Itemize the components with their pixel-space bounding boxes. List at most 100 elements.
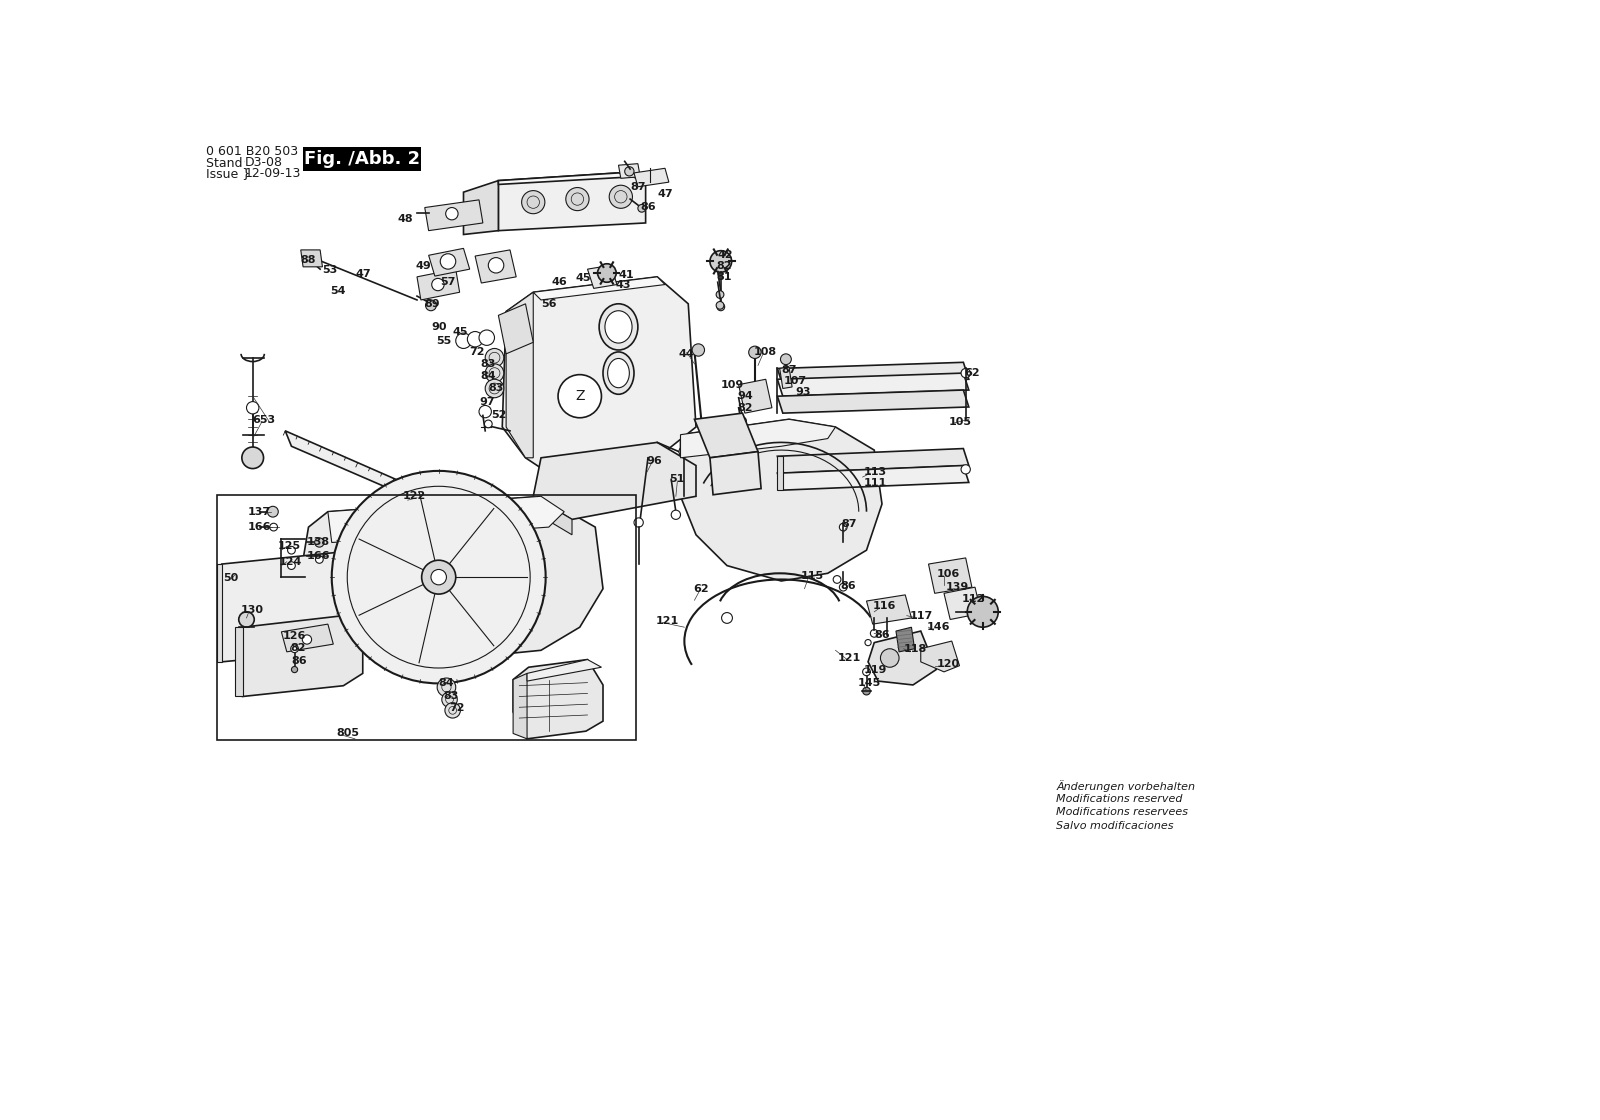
Text: D3-08: D3-08 — [245, 156, 283, 169]
Text: 116: 116 — [872, 601, 896, 612]
Circle shape — [302, 635, 312, 644]
Text: 47: 47 — [355, 269, 371, 279]
Text: 87: 87 — [630, 181, 646, 192]
Text: 122: 122 — [403, 492, 426, 502]
Polygon shape — [235, 627, 243, 697]
Ellipse shape — [603, 352, 634, 394]
Text: 62: 62 — [965, 368, 979, 379]
Circle shape — [717, 301, 723, 309]
Text: 0 601 B20 503: 0 601 B20 503 — [206, 146, 298, 158]
Circle shape — [638, 205, 646, 212]
Polygon shape — [301, 250, 323, 267]
Polygon shape — [418, 269, 459, 300]
Text: 113: 113 — [864, 467, 888, 477]
Text: Salvo modificaciones: Salvo modificaciones — [1056, 821, 1174, 831]
Text: 108: 108 — [754, 347, 778, 357]
Text: 93: 93 — [795, 386, 811, 396]
Text: 72: 72 — [470, 347, 485, 357]
Polygon shape — [526, 660, 602, 681]
Polygon shape — [778, 373, 970, 396]
Polygon shape — [778, 456, 782, 491]
Circle shape — [840, 584, 846, 591]
Circle shape — [437, 678, 456, 697]
Polygon shape — [896, 627, 915, 652]
Text: 146: 146 — [926, 623, 950, 632]
Polygon shape — [694, 413, 758, 458]
Ellipse shape — [608, 358, 629, 388]
Polygon shape — [243, 616, 363, 697]
Circle shape — [446, 207, 458, 220]
Circle shape — [456, 333, 472, 348]
Circle shape — [432, 279, 445, 291]
Text: Änderungen vorbehalten: Änderungen vorbehalten — [1056, 780, 1195, 792]
Circle shape — [422, 560, 456, 594]
Polygon shape — [514, 673, 526, 739]
Circle shape — [634, 517, 643, 528]
Circle shape — [445, 702, 461, 718]
Text: 12-09-13: 12-09-13 — [245, 167, 301, 179]
Text: 124: 124 — [278, 557, 302, 567]
Text: 45: 45 — [574, 272, 590, 282]
Text: Fig. /Abb. 2: Fig. /Abb. 2 — [304, 150, 421, 168]
Text: 50: 50 — [224, 573, 238, 582]
Text: 62: 62 — [693, 584, 709, 594]
Text: 121: 121 — [656, 616, 678, 626]
Text: 43: 43 — [616, 280, 630, 290]
Text: 44: 44 — [678, 348, 694, 358]
Text: 46: 46 — [550, 278, 566, 287]
Circle shape — [288, 562, 296, 569]
Text: 106: 106 — [936, 569, 960, 579]
Circle shape — [739, 417, 746, 424]
Text: 94: 94 — [738, 391, 754, 401]
Polygon shape — [424, 199, 483, 231]
Circle shape — [426, 300, 437, 310]
Polygon shape — [619, 164, 640, 178]
Circle shape — [430, 569, 446, 585]
Circle shape — [722, 613, 733, 624]
Text: 83: 83 — [443, 691, 459, 701]
Text: 83: 83 — [488, 383, 504, 393]
Circle shape — [238, 612, 254, 627]
Polygon shape — [533, 496, 573, 534]
Text: 97: 97 — [478, 398, 494, 408]
Text: 86: 86 — [640, 202, 656, 212]
Circle shape — [558, 374, 602, 418]
Circle shape — [267, 506, 278, 517]
Text: 49: 49 — [416, 261, 432, 271]
Text: 166: 166 — [248, 522, 272, 532]
Text: 82: 82 — [717, 261, 731, 271]
Circle shape — [624, 167, 634, 176]
Circle shape — [485, 348, 504, 367]
Circle shape — [485, 420, 493, 428]
Circle shape — [478, 405, 491, 418]
Polygon shape — [282, 624, 333, 652]
Text: 84: 84 — [438, 679, 454, 689]
Circle shape — [478, 330, 494, 345]
Circle shape — [242, 447, 264, 468]
Circle shape — [862, 688, 870, 694]
Text: 130: 130 — [240, 605, 264, 615]
Text: 87: 87 — [842, 519, 856, 529]
Text: 166: 166 — [307, 551, 331, 561]
Text: 82: 82 — [738, 403, 752, 413]
Text: 107: 107 — [784, 376, 806, 385]
Polygon shape — [514, 660, 603, 739]
Text: 87: 87 — [781, 365, 797, 375]
Text: 51: 51 — [670, 475, 685, 484]
Circle shape — [710, 251, 731, 272]
Circle shape — [840, 523, 846, 531]
Circle shape — [880, 648, 899, 668]
Polygon shape — [867, 595, 912, 624]
Circle shape — [315, 538, 323, 547]
Text: 96: 96 — [646, 456, 662, 466]
Text: 45: 45 — [453, 327, 469, 336]
Text: 72: 72 — [450, 703, 466, 713]
Text: 42: 42 — [718, 250, 733, 260]
Polygon shape — [587, 265, 618, 288]
Circle shape — [400, 491, 416, 505]
Polygon shape — [778, 466, 970, 491]
Polygon shape — [502, 277, 696, 473]
Text: Stand }: Stand } — [206, 156, 254, 169]
Polygon shape — [475, 250, 517, 283]
Polygon shape — [218, 564, 222, 662]
